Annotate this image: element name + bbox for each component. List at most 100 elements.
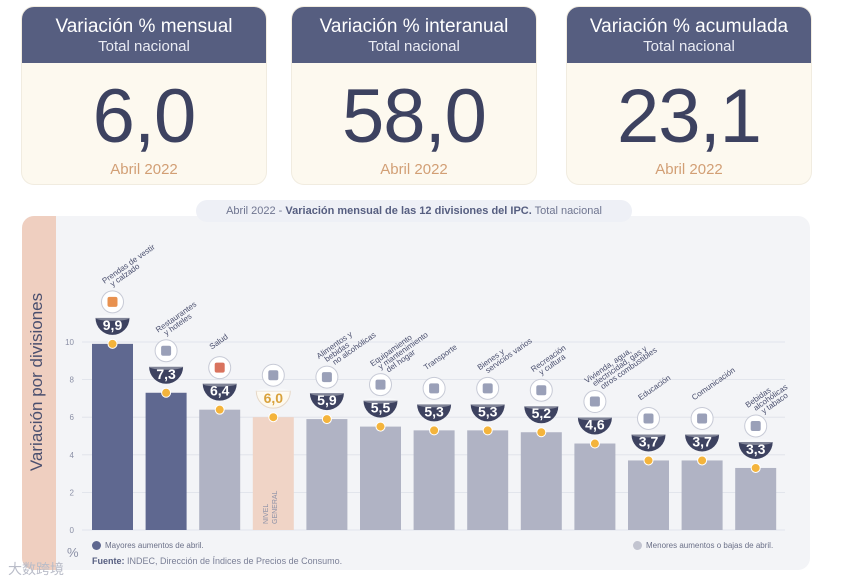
badge-shine	[577, 414, 612, 421]
card-accumulated: Variación % acumulada Total nacional 23,…	[567, 7, 811, 184]
umbrella-icon-glyph	[536, 385, 547, 396]
badge-shine	[149, 363, 184, 370]
bar	[628, 460, 669, 530]
source-label: Fuente:	[92, 556, 125, 566]
value-label: 6,4	[210, 383, 230, 399]
legend-low-swatch	[633, 541, 642, 551]
card-header: Variación % mensual Total nacional	[22, 7, 266, 63]
card-header: Variación % interanual Total nacional	[292, 7, 536, 63]
bar	[735, 467, 777, 530]
card-header: Variación % acumulada Total nacional	[567, 7, 811, 63]
bar	[681, 460, 723, 530]
value-label: 5,9	[317, 392, 337, 408]
card-title: Variación % interanual	[319, 16, 509, 37]
badge-shine	[95, 314, 130, 321]
category-label: Prendas de vestir	[100, 242, 156, 285]
value-badge	[363, 400, 398, 418]
value-label: 5,3	[478, 403, 498, 419]
badge-shine	[685, 431, 720, 438]
bar-top-dot	[697, 455, 708, 466]
home-appliance-icon-glyph	[375, 379, 386, 390]
category-label: Educación	[636, 373, 672, 402]
notebook-icon-glyph	[643, 413, 654, 424]
value-badge	[417, 404, 452, 422]
lightbulb-icon-glyph	[589, 396, 600, 407]
y-tick-label: 10	[65, 338, 74, 347]
legend-low: Menores aumentos o bajas de abril.	[633, 541, 774, 551]
ylabel-band	[22, 216, 56, 570]
bar-top-dot	[161, 387, 172, 398]
bar-top-dot	[482, 425, 493, 436]
legend-low-label: Menores aumentos o bajas de abril.	[646, 541, 774, 550]
chart-title-date: Abril 2022	[226, 205, 276, 217]
card-subtitle: Total nacional	[643, 38, 735, 55]
bar	[574, 443, 616, 530]
value-label: 3,7	[692, 433, 712, 449]
y-tick-label: 8	[70, 376, 75, 385]
bar-top-dot	[268, 412, 279, 423]
bar-top-dot	[107, 338, 118, 349]
food-icon-glyph	[321, 372, 332, 383]
bar-top-dot	[375, 421, 386, 432]
value-label: 5,3	[424, 403, 444, 419]
comb-icon-glyph	[482, 383, 493, 394]
value-label: 7,3	[156, 366, 176, 382]
card-title: Variación % mensual	[55, 16, 233, 37]
value-label: 5,5	[371, 400, 391, 416]
bar	[199, 409, 241, 530]
value-badge	[738, 441, 773, 459]
general-bar-label: GENERAL	[272, 490, 279, 524]
card-date: Abril 2022	[380, 161, 448, 178]
y-tick-label: 6	[70, 413, 75, 422]
badge-shine	[202, 380, 237, 387]
card-interannual: Variación % interanual Total nacional 58…	[292, 7, 536, 184]
card-subtitle: Total nacional	[368, 38, 460, 55]
value-label: 4,6	[585, 417, 605, 433]
bar-top-dot	[429, 425, 440, 436]
bar-top-dot	[214, 404, 225, 415]
shirt-icon-glyph	[107, 296, 118, 307]
chart-title-suffix: Total nacional	[531, 205, 602, 217]
bar	[145, 392, 187, 530]
card-value: 23,1	[617, 74, 762, 159]
value-label: 3,3	[746, 441, 766, 457]
value-badge	[470, 404, 505, 422]
phone-icon-glyph	[697, 413, 708, 424]
value-badge	[524, 406, 559, 424]
value-badge	[202, 383, 237, 401]
bar-top-dot	[643, 455, 654, 466]
card-subtitle: Total nacional	[98, 38, 190, 55]
badge-shine	[738, 438, 773, 445]
card-title: Variación % acumulada	[589, 16, 789, 37]
bar	[92, 343, 133, 530]
card-monthly: Variación % mensual Total nacional 6,0 A…	[22, 7, 266, 184]
card-value: 6,0	[92, 74, 197, 159]
medical-cross-icon-glyph	[214, 362, 225, 373]
badge-shine	[256, 388, 291, 395]
badge-shine	[309, 390, 344, 397]
value-label: 9,9	[103, 317, 123, 333]
card-date: Abril 2022	[110, 161, 178, 178]
bar-top-dot	[750, 462, 761, 473]
card-date: Abril 2022	[655, 161, 723, 178]
value-badge	[685, 434, 720, 452]
bar-top-dot	[589, 438, 600, 449]
bar-top-dot	[321, 414, 332, 425]
badge-shine	[417, 401, 452, 408]
value-badge	[95, 317, 130, 335]
bar	[413, 430, 455, 530]
source-text: INDEC, Dirección de Índices de Precios d…	[124, 556, 343, 566]
legend-high: Mayores aumentos de abril.	[92, 541, 204, 551]
value-label: 3,7	[639, 433, 659, 449]
badge-shine	[363, 397, 398, 404]
y-tick-label: 0	[70, 526, 75, 535]
fork-knife-icon-glyph	[161, 345, 172, 356]
value-badge	[149, 366, 184, 384]
watermark: 大数跨境	[8, 561, 64, 577]
value-badge	[255, 390, 291, 409]
y-tick-label: 4	[70, 451, 75, 460]
bar	[520, 432, 562, 530]
legend-high-swatch	[92, 541, 101, 551]
badge-shine	[470, 401, 505, 408]
